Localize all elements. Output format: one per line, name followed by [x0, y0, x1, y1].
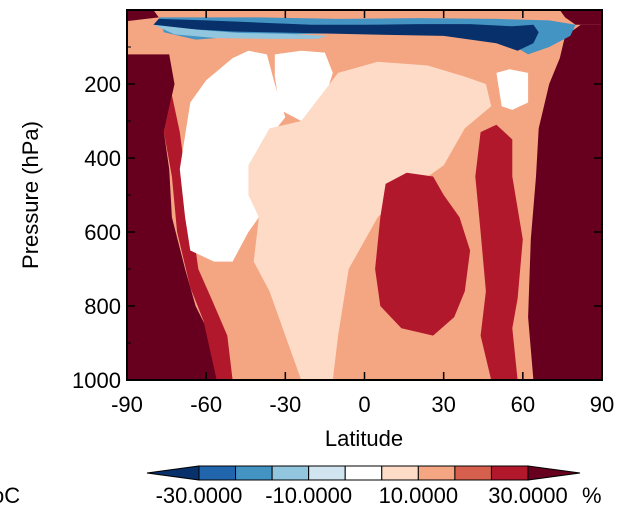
region-nh-upper-white [496, 69, 529, 110]
colorbar-swatch [454, 465, 492, 481]
x-tick-label: 60 [511, 392, 535, 417]
y-tick-label: 200 [84, 72, 121, 97]
region-top-dark-strip [127, 10, 159, 22]
colorbar-swatch [198, 465, 237, 481]
region-nh-high-lat-dark [528, 24, 602, 380]
x-tick-label: 90 [590, 392, 614, 417]
colorbar-swatch [235, 465, 273, 481]
region-sh-high-lat-dark [127, 54, 222, 380]
region-strat-dark-blue [153, 18, 539, 51]
region-central-light [248, 61, 492, 380]
colorbar [146, 465, 581, 481]
colorbar-tick-label: 30.0000 [488, 483, 568, 508]
y-tick-label: 800 [84, 294, 121, 319]
x-tick-label: 0 [358, 392, 370, 417]
colorbar-swatch [271, 465, 310, 481]
y-axis-title: Pressure (hPa) [18, 121, 43, 269]
y-tick-label: 400 [84, 146, 121, 171]
x-axis: -90 -60 -30 0 30 60 90 [111, 10, 614, 417]
colorbar-tick-label: 10.0000 [379, 483, 459, 508]
colorbar-unit: % [582, 483, 602, 508]
colorbar-tick-label: -10.0000 [265, 483, 352, 508]
side-unit-text: oC [0, 483, 20, 508]
region-top-right-dark [559, 10, 602, 25]
region-nh-red-tail [475, 124, 523, 380]
colorbar-tick-label: -30.0000 [156, 483, 243, 508]
colorbar-swatch [308, 465, 346, 481]
colorbar-swatch [417, 465, 456, 481]
colorbar-swatch [490, 465, 529, 481]
colorbar-swatch [344, 465, 383, 481]
x-tick-label: -60 [190, 392, 222, 417]
x-tick-label: -90 [111, 392, 143, 417]
x-tick-label: -30 [269, 392, 301, 417]
region-nh-red-core [375, 172, 471, 336]
region-strat-light-blue [153, 24, 328, 39]
x-tick-label: 30 [431, 392, 455, 417]
heatmap-field [127, 10, 602, 380]
colorbar-swatch [381, 465, 419, 481]
x-axis-title: Latitude [325, 426, 403, 451]
colorbar-min-arrow [146, 465, 200, 481]
y-tick-label: 1000 [72, 368, 121, 393]
y-axis: 200 400 600 800 1000 [72, 46, 602, 393]
colorbar-labels: -30.0000 -10.0000 10.0000 30.0000 [156, 483, 568, 508]
region-upper-orange-arch [190, 31, 544, 107]
colorbar-max-arrow [527, 465, 581, 481]
y-tick-label: 600 [84, 220, 121, 245]
